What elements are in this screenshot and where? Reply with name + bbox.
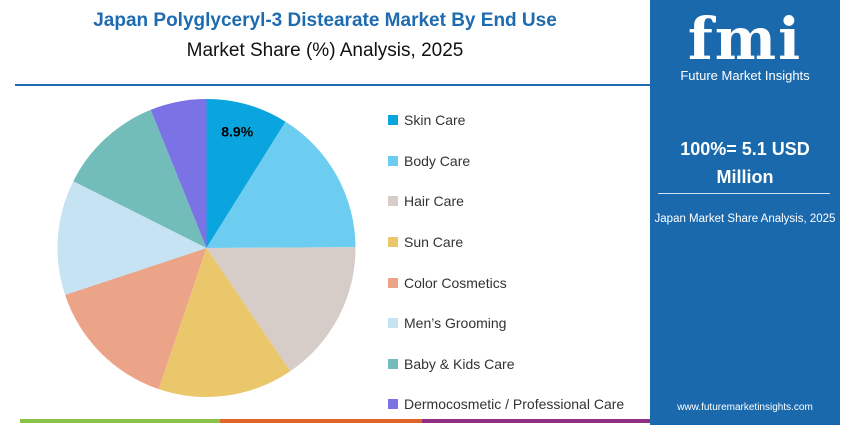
pie-slice-sun-care: [158, 248, 291, 397]
panel-caption: Japan Market Share Analysis, 2025: [654, 213, 836, 225]
legend-item: Baby & Kids Care: [388, 344, 624, 385]
website-link[interactable]: www.futuremarketinsights.com: [677, 402, 813, 413]
legend-item: Men’s Grooming: [388, 303, 624, 344]
legend-label: Color Cosmetics: [404, 274, 507, 291]
footer-bar-green: [20, 419, 220, 423]
pie-chart: 8.9%: [57, 99, 356, 397]
legend-label: Sun Care: [404, 234, 464, 251]
legend-swatch: [388, 237, 398, 248]
footer-bar-purple: [422, 419, 650, 423]
legend-label: Baby & Kids Care: [404, 355, 515, 372]
legend-label: Hair Care: [404, 193, 464, 210]
legend-label: Skin Care: [404, 112, 466, 129]
legend-item: Color Cosmetics: [388, 262, 624, 303]
market-total: 100%= 5.1 USD Million: [680, 139, 810, 187]
logo-text: Future Market Insights: [680, 68, 810, 83]
legend-swatch: [388, 318, 398, 329]
legend-label: Men’s Grooming: [404, 315, 507, 332]
chart-subtitle: Market Share (%) Analysis, 2025: [186, 40, 464, 61]
legend-item: Body Care: [388, 141, 624, 182]
legend-item: Skin Care: [388, 100, 624, 141]
divider: [15, 84, 655, 86]
legend-item: Hair Care: [388, 181, 624, 222]
pie-slice-skin-care: [206, 99, 286, 248]
legend-swatch: [388, 196, 398, 207]
pie-slice-men-s-grooming: [57, 181, 207, 295]
legend-swatch: [388, 358, 398, 369]
legend-item: Sun Care: [388, 222, 624, 263]
info-panel: fmi Future Market Insights 100%= 5.1 USD…: [650, 0, 840, 425]
legend-label: Dermocosmetic / Professional Care: [404, 396, 625, 413]
pie-slice-color-cosmetics: [65, 248, 207, 390]
pie-slice-baby-kids-care: [73, 109, 207, 248]
data-label: 8.9%: [221, 124, 253, 140]
chart-title: Japan Polyglyceryl-3 Distearate Market B…: [93, 10, 557, 31]
pie-slice-hair-care: [206, 247, 356, 372]
legend: Skin Care Body Care Hair Care Sun Care Color…: [388, 100, 624, 425]
pie-slice-body-care: [206, 121, 356, 248]
legend-label: Body Care: [404, 152, 471, 169]
footer-bar-orange: [220, 419, 422, 423]
legend-swatch: [388, 115, 398, 126]
fmi-logo: fmi: [687, 5, 803, 73]
legend-swatch: [388, 155, 398, 166]
pie-slice-dermocosmetic-professional-care: [150, 99, 207, 248]
legend-swatch: [388, 399, 398, 410]
legend-item: Dermocosmetic / Professional Care: [388, 384, 624, 425]
panel-divider: [658, 193, 830, 194]
legend-swatch: [388, 277, 398, 288]
